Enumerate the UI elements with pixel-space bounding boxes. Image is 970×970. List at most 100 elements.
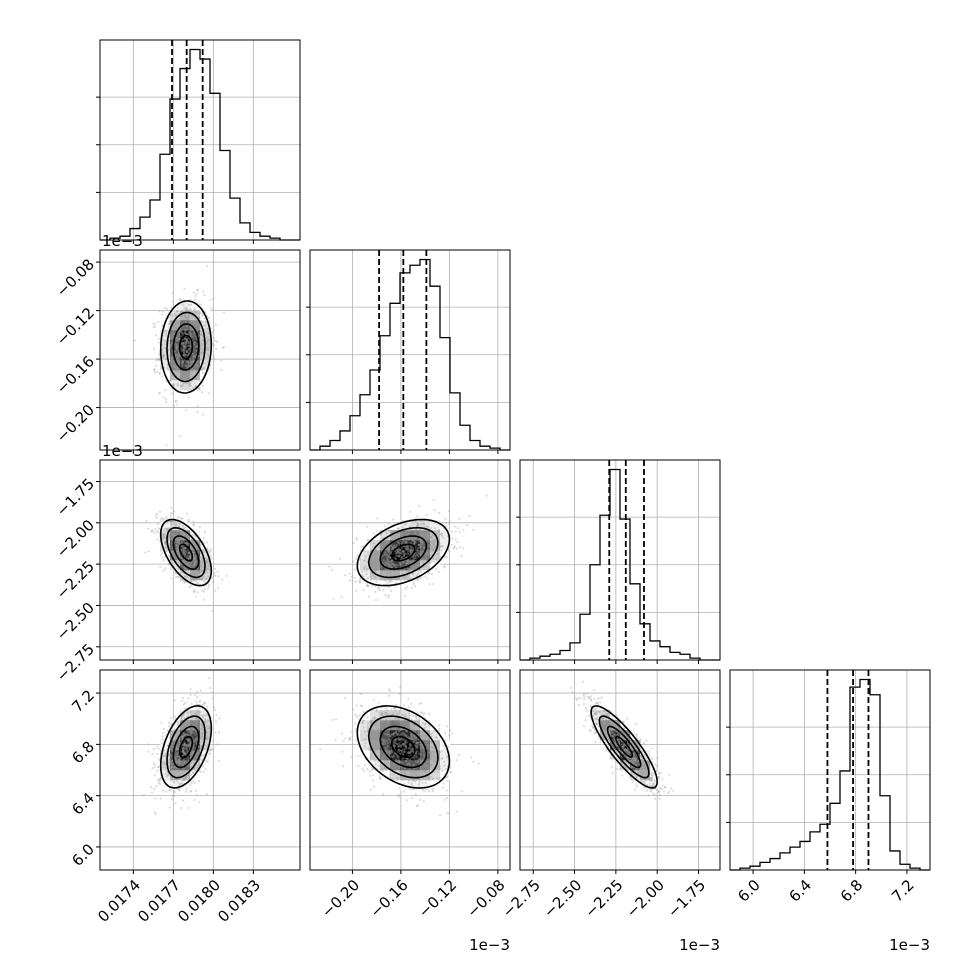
sample-point [196,717,199,720]
sample-point [426,533,429,536]
sample-point [421,559,424,562]
sample-point [384,539,387,542]
sample-point [196,703,199,706]
sample-point [183,742,186,745]
sample-point [180,727,183,730]
sample-point [154,812,157,816]
sample-point [158,510,162,513]
sample-point [175,541,179,544]
sample-point [409,744,413,747]
sample-point [173,699,176,702]
sample-point [399,533,403,536]
sample-point [176,382,179,385]
sample-point [419,553,422,556]
density-cell [170,730,181,741]
sample-point [425,760,428,763]
sample-point [183,717,186,720]
sample-point [407,779,410,782]
sample-point [477,762,480,765]
sample-point [446,796,449,800]
density-cell [430,760,441,771]
sample-point [413,557,416,560]
sample-point [388,734,392,738]
sample-point [377,566,380,569]
sample-point [387,550,390,553]
sample-point [389,578,392,581]
sample-point [199,561,202,564]
sample-point [343,696,347,700]
sample-point [204,577,208,580]
sample-point [410,550,414,553]
sample-point [440,532,444,535]
sample-point [394,552,397,555]
sample-point [371,563,374,566]
sample-point [169,344,172,347]
sample-point [383,553,386,557]
sample-point [170,577,173,580]
density-cell [410,720,421,731]
sample-point [398,692,401,695]
sample-point [399,709,402,712]
sample-point [389,749,392,752]
sample-point [426,577,429,580]
sample-point [192,520,195,523]
sample-point [408,746,411,750]
sample-point [184,370,187,373]
density-cell [180,720,191,731]
sample-point [440,749,443,752]
sample-point [182,743,185,746]
sample-point [201,391,204,394]
sample-point [403,750,406,753]
sample-point [158,310,161,313]
sample-point [175,745,178,748]
sample-point [361,570,364,573]
sample-point [182,325,185,328]
sample-point [179,371,182,375]
sample-point [366,539,369,542]
sample-point [187,561,190,564]
sample-point [178,337,181,341]
sample-point [165,357,168,361]
sample-point [183,741,187,744]
sample-point [176,734,179,737]
sample-point [366,567,369,571]
sample-point [386,553,389,557]
sample-point [195,545,198,548]
sample-point [182,354,185,357]
sample-point [200,727,203,730]
sample-point [185,751,189,754]
sample-point [187,364,191,367]
sample-point [394,720,397,724]
sample-point [171,549,174,553]
sample-point [164,398,168,401]
sample-point [182,359,185,362]
sample-point [179,735,182,739]
sample-point [399,562,402,566]
sample-point [412,539,415,542]
density-cell [410,770,421,781]
sample-point [162,559,165,562]
sample-point [428,765,432,769]
sample-point [194,341,197,344]
sample-point [416,572,419,575]
sample-point [377,559,380,562]
sample-point [369,737,373,741]
sample-point [349,736,352,739]
sample-point [407,697,410,700]
sample-point [153,787,156,791]
sample-point [427,739,430,742]
sample-point [420,541,423,544]
density-cell [170,380,181,391]
sample-point [432,777,435,780]
sample-point [395,703,398,706]
sample-point [398,741,401,745]
sample-point [194,563,197,566]
sample-point [189,349,192,352]
sample-point [175,357,179,361]
sample-point [221,578,224,581]
sample-point [181,517,184,520]
sample-point [183,351,186,354]
sample-point [182,533,185,536]
density-cell [410,780,421,791]
sample-point [155,359,158,362]
